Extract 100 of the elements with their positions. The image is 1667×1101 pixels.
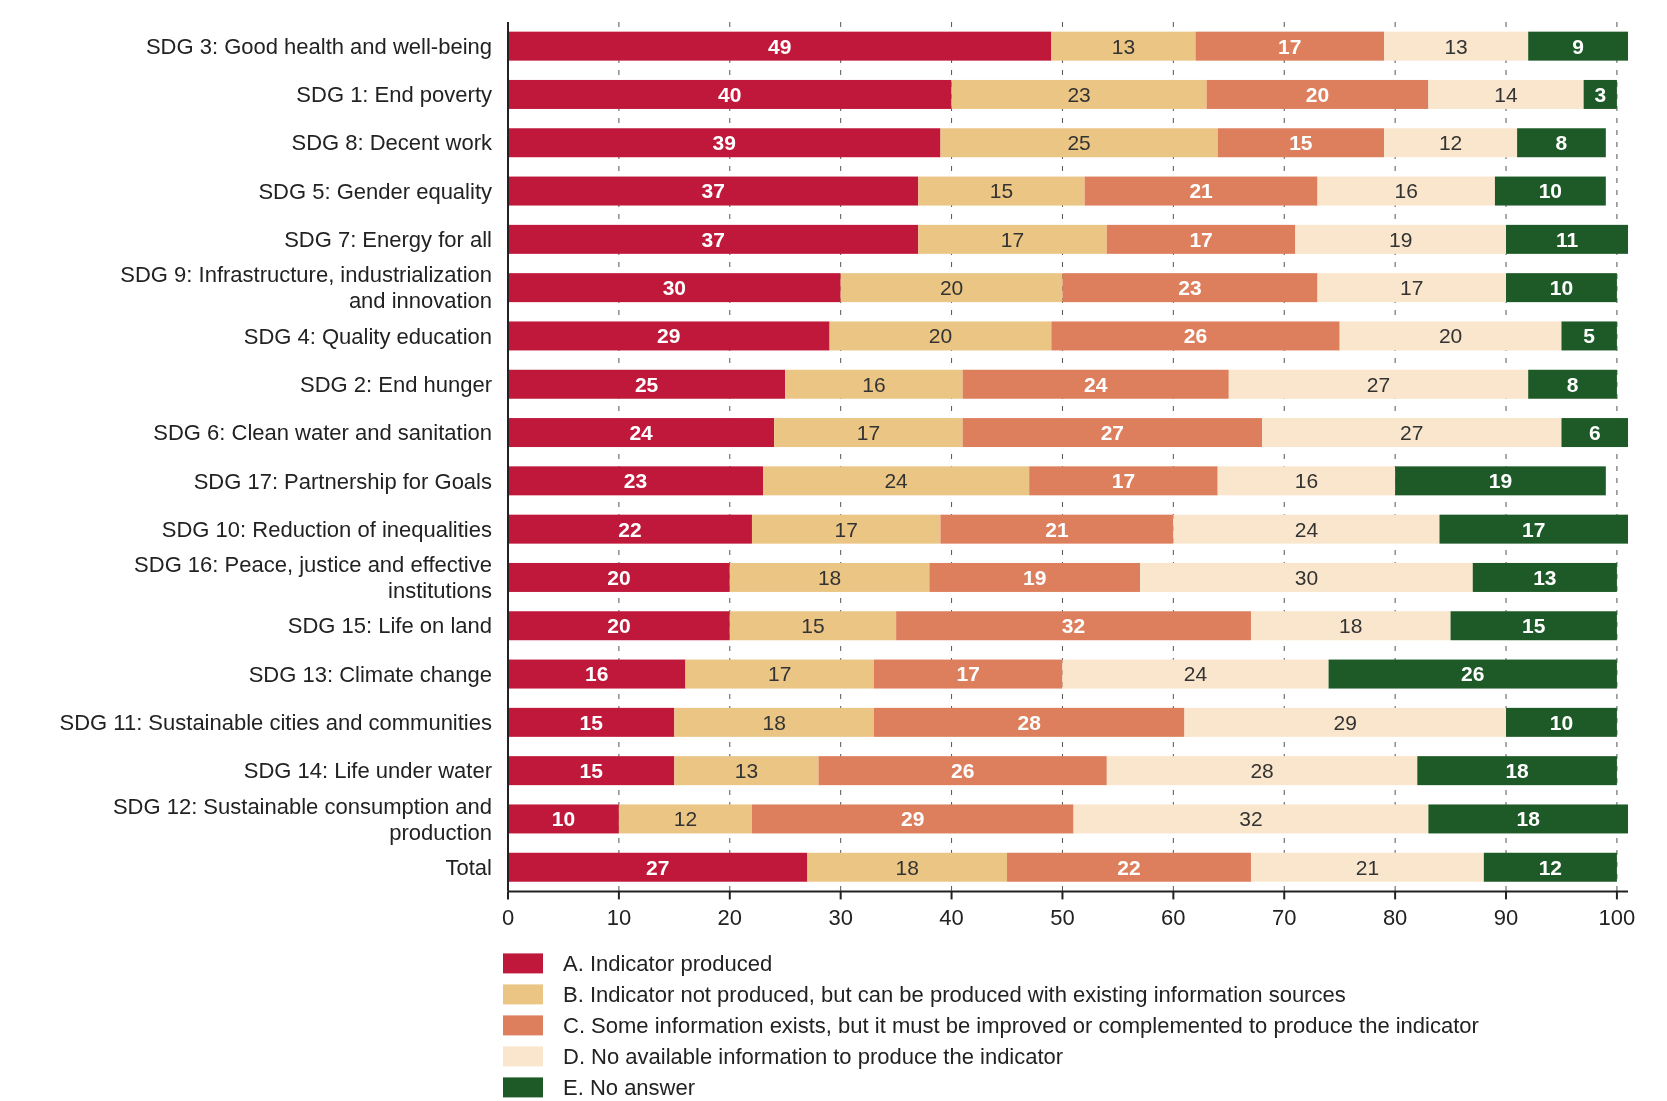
bar bbox=[508, 659, 686, 689]
bar bbox=[508, 224, 919, 254]
bar bbox=[1428, 804, 1628, 834]
bar bbox=[918, 224, 1107, 254]
data-label: 16 bbox=[585, 662, 609, 686]
bar bbox=[674, 756, 819, 786]
bar bbox=[1217, 128, 1385, 158]
y-tick-label: SDG 2: End hunger bbox=[299, 371, 492, 397]
data-label: 18 bbox=[1339, 614, 1363, 638]
data-label: 32 bbox=[1239, 807, 1263, 831]
bar bbox=[1262, 418, 1562, 448]
y-tick-label: SDG 4: Quality education bbox=[243, 323, 492, 349]
bar bbox=[1506, 707, 1617, 737]
data-label: 20 bbox=[607, 614, 631, 638]
data-label: 26 bbox=[1183, 324, 1208, 348]
bar bbox=[1106, 224, 1296, 254]
bar bbox=[508, 611, 730, 641]
bar bbox=[807, 852, 1008, 882]
data-label: 15 bbox=[801, 614, 825, 638]
data-label: 23 bbox=[1067, 82, 1091, 106]
bar bbox=[896, 611, 1251, 641]
y-tick-label: SDG 9: Infrastructure, industrialization and innovation bbox=[120, 262, 492, 314]
bar bbox=[1417, 756, 1617, 786]
data-label: 17 bbox=[1278, 34, 1302, 58]
data-label: 27 bbox=[646, 855, 670, 879]
data-label: 15 bbox=[579, 759, 604, 782]
data-label: 19 bbox=[1388, 227, 1413, 251]
data-label: 26 bbox=[1461, 662, 1485, 686]
bar bbox=[1561, 321, 1617, 351]
x-tick-label: 90 bbox=[1493, 905, 1519, 931]
data-label: 12 bbox=[1438, 131, 1463, 155]
legend-label: D. No available information to produce the indicator bbox=[563, 1044, 1064, 1070]
bar bbox=[1439, 514, 1629, 544]
data-label: 16 bbox=[1394, 179, 1418, 203]
bar bbox=[873, 659, 1063, 689]
data-label: 29 bbox=[657, 324, 681, 348]
data-label: 17 bbox=[1189, 227, 1213, 251]
data-label: 15 bbox=[1522, 614, 1546, 638]
y-tick-label: SDG 13: Climate change bbox=[248, 661, 492, 687]
bar bbox=[674, 707, 874, 737]
bar bbox=[1561, 418, 1628, 448]
data-label: 18 bbox=[895, 855, 919, 879]
bar bbox=[818, 756, 1107, 786]
data-label: 23 bbox=[1178, 276, 1202, 299]
data-label: 21 bbox=[1189, 179, 1214, 203]
data-label: 26 bbox=[950, 759, 975, 782]
data-label: 10 bbox=[1549, 710, 1574, 734]
x-tick-label: 100 bbox=[1598, 905, 1636, 931]
bar bbox=[1506, 273, 1617, 303]
bar bbox=[1029, 466, 1218, 496]
bar bbox=[508, 707, 675, 737]
bar bbox=[1517, 128, 1606, 158]
data-label: 25 bbox=[1067, 131, 1091, 155]
data-label: 37 bbox=[701, 227, 725, 251]
x-tick-label: 40 bbox=[939, 905, 964, 931]
data-label: 16 bbox=[1294, 469, 1319, 493]
legend-label: C. Some information exists, but it must be improved or complemented to produce the indicator bbox=[563, 1013, 1479, 1039]
data-label: 24 bbox=[884, 469, 909, 493]
bar bbox=[1195, 31, 1385, 61]
bar bbox=[508, 514, 752, 544]
bar bbox=[1173, 514, 1440, 544]
bar bbox=[1073, 804, 1429, 834]
data-label: 17 bbox=[768, 662, 792, 686]
data-label: 37 bbox=[701, 179, 725, 203]
bar bbox=[1450, 611, 1617, 641]
data-label: 49 bbox=[768, 34, 792, 58]
y-tick-label: SDG 6: Clean water and sanitation bbox=[153, 420, 492, 446]
bar bbox=[508, 466, 764, 496]
y-tick-label: Total bbox=[445, 854, 492, 880]
y-tick-label: SDG 17: Partnership for Goals bbox=[193, 468, 492, 494]
data-label: 9 bbox=[1572, 34, 1584, 58]
bar bbox=[1062, 659, 1329, 689]
bar bbox=[751, 514, 941, 544]
bar bbox=[508, 321, 830, 351]
bar bbox=[508, 756, 675, 786]
y-tick-label: SDG 16: Peace, justice and effective institutions bbox=[134, 552, 492, 604]
y-tick-label: SDG 10: Reduction of inequalities bbox=[161, 516, 492, 542]
bar bbox=[1007, 852, 1251, 882]
data-label: 15 bbox=[989, 179, 1014, 203]
bar bbox=[785, 369, 963, 399]
data-label: 24 bbox=[1294, 517, 1319, 541]
data-label: 17 bbox=[956, 662, 980, 686]
bar bbox=[1428, 79, 1584, 109]
data-label: 29 bbox=[901, 807, 925, 831]
bar bbox=[508, 31, 1052, 61]
data-label: 20 bbox=[1438, 324, 1463, 348]
y-tick-label: SDG 8: Decent work bbox=[291, 130, 493, 156]
bar bbox=[729, 562, 930, 592]
data-label: 19 bbox=[1023, 565, 1047, 589]
bar bbox=[508, 273, 841, 303]
data-label: 30 bbox=[662, 276, 687, 299]
data-label: 24 bbox=[1183, 662, 1208, 686]
y-tick-label: SDG 3: Good health and well-being bbox=[145, 33, 492, 59]
x-tick-label: 80 bbox=[1382, 905, 1408, 931]
bar bbox=[1339, 321, 1562, 351]
bar bbox=[1295, 224, 1507, 254]
data-label: 20 bbox=[939, 276, 964, 299]
bar bbox=[1106, 756, 1418, 786]
data-label: 24 bbox=[629, 420, 654, 444]
bar bbox=[1528, 369, 1617, 399]
